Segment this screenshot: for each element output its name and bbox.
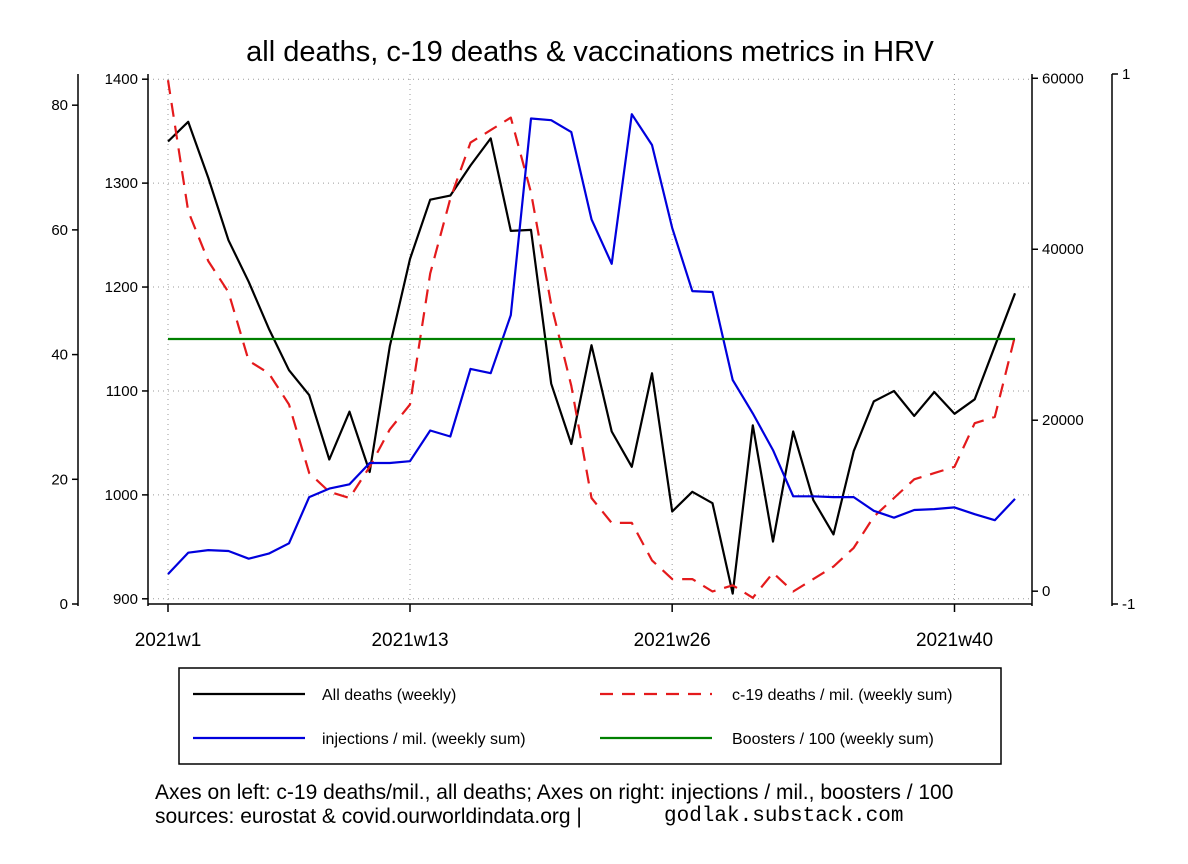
left-inner-axis-tick-label: 1100 [106, 383, 138, 400]
left-inner-axis-tick-label: 1300 [105, 175, 138, 192]
right-inner-axis-tick-label: 20000 [1042, 412, 1084, 429]
chart-title: all deaths, c-19 deaths & vaccinations m… [246, 36, 934, 68]
left-inner-axis-tick-label: 900 [113, 591, 138, 608]
legend-box [178, 667, 1002, 765]
left-outer-axis-tick-label: 40 [51, 347, 68, 364]
right-inner-axis-tick-label: 60000 [1042, 70, 1084, 87]
series-line-all-deaths [167, 120, 1017, 595]
series-lines [166, 80, 1017, 599]
left-inner-axis-tick-label: 1000 [105, 487, 138, 504]
x-axis-tick-label: 2021w40 [916, 630, 993, 651]
right-inner-axis-tick-label: 40000 [1042, 241, 1084, 258]
right-outer-axis-tick-label: -1 [1122, 596, 1135, 613]
x-axis-tick-label: 2021w13 [371, 630, 448, 651]
axes: 0 20 40 60 80 900 1000 1100 1200 1300 1400 0 20000 40… [51, 66, 1135, 651]
legend: All deaths (weekly) c-19 deaths / mil. (… [178, 667, 1002, 765]
left-inner-axis-tick-label: 1200 [105, 279, 138, 296]
x-axis-tick-label: 2021w1 [135, 630, 202, 651]
left-inner-axis-tick-label: 1400 [105, 71, 138, 88]
right-outer-axis-tick-label: 1 [1122, 66, 1130, 83]
right-inner-axis-tick-label: 0 [1042, 583, 1050, 600]
left-outer-axis-tick-label: 0 [60, 596, 68, 613]
left-outer-axis-tick-label: 20 [51, 471, 68, 488]
series-line-injections [167, 113, 1016, 575]
legend-label-boosters: Boosters / 100 (weekly sum) [732, 731, 934, 748]
series-line-c19-deaths [166, 80, 1017, 599]
legend-label-c19-deaths: c-19 deaths / mil. (weekly sum) [732, 687, 953, 704]
footer-axes-note: Axes on left: c-19 deaths/mil., all deat… [155, 781, 953, 804]
legend-label-all-deaths: All deaths (weekly) [322, 687, 456, 704]
footer-watermark: godlak.substack.com [664, 805, 903, 828]
x-axis-tick-label: 2021w26 [634, 630, 711, 651]
footer-sources: sources: eurostat & covid.ourworldindata… [155, 805, 582, 828]
left-outer-axis-tick-label: 60 [51, 222, 68, 239]
legend-label-injections: injections / mil. (weekly sum) [322, 731, 526, 748]
left-outer-axis-tick-label: 80 [51, 97, 68, 114]
